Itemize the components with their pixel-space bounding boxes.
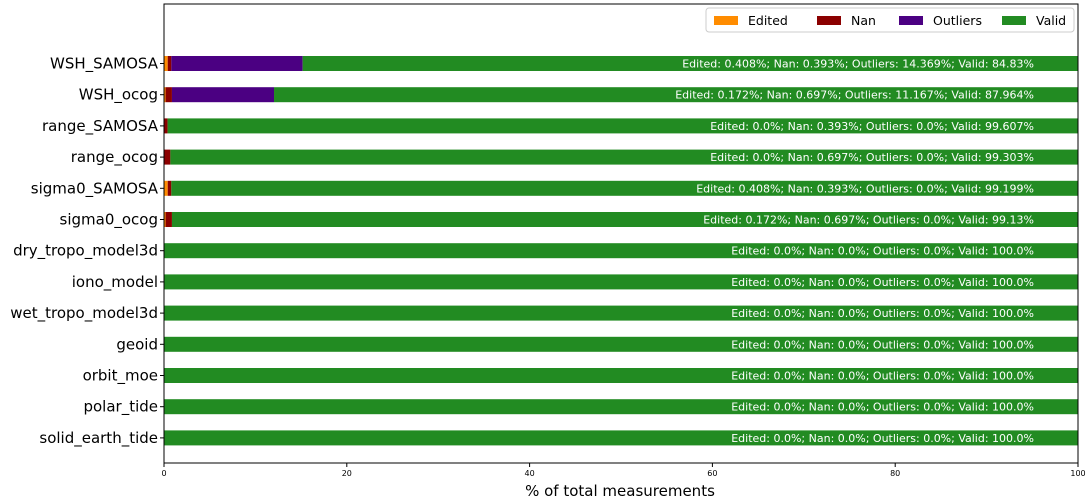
category-label-orbit-moe: orbit_moe bbox=[83, 367, 158, 386]
bar-valid-wet-tropo-model3d bbox=[164, 305, 1078, 321]
category-label-wsh-ocog: WSH_ocog bbox=[79, 86, 158, 105]
bar-label-sigma0-samosa: Edited: 0.408%; Nan: 0.393%; Outliers: 0… bbox=[696, 182, 1034, 195]
category-label-range-ocog: range_ocog bbox=[71, 148, 158, 167]
category-label-wsh-samosa: WSH_SAMOSA bbox=[50, 55, 159, 74]
category-label-solid-earth-tide: solid_earth_tide bbox=[39, 429, 158, 448]
bar-label-solid-earth-tide: Edited: 0.0%; Nan: 0.0%; Outliers: 0.0%;… bbox=[731, 432, 1034, 445]
bar-label-wsh-ocog: Edited: 0.172%; Nan: 0.697%; Outliers: 1… bbox=[675, 89, 1034, 102]
bar-label-wet-tropo-model3d: Edited: 0.0%; Nan: 0.0%; Outliers: 0.0%;… bbox=[731, 307, 1034, 320]
category-label-wet-tropo-model3d: wet_tropo_model3d bbox=[10, 304, 158, 323]
category-label-sigma0-samosa: sigma0_SAMOSA bbox=[31, 179, 159, 198]
x-tick-label-0: 0 bbox=[161, 469, 166, 478]
bar-valid-wsh-ocog bbox=[274, 87, 1078, 103]
bar-valid-wsh-samosa bbox=[302, 56, 1078, 71]
x-tick-label-20: 20 bbox=[342, 469, 352, 478]
bar-valid-dry-tropo-model3d bbox=[164, 243, 1078, 259]
legend-swatch-nan bbox=[817, 16, 841, 25]
legend-label-nan: Nan bbox=[851, 13, 876, 28]
bar-nan-sigma0-ocog bbox=[165, 212, 172, 227]
bar-valid-geoid bbox=[164, 336, 1078, 352]
legend: Edited Nan Outliers Valid bbox=[705, 7, 1075, 33]
bar-valid-sigma0-ocog bbox=[171, 212, 1078, 227]
bar-edited-wsh-ocog bbox=[164, 87, 166, 103]
bar-valid-sigma0-samosa bbox=[171, 180, 1078, 196]
legend-swatch-outliers bbox=[899, 16, 923, 25]
bars-layer bbox=[164, 56, 1078, 446]
bar-valid-orbit-moe bbox=[164, 368, 1078, 383]
bar-label-orbit-moe: Edited: 0.0%; Nan: 0.0%; Outliers: 0.0%;… bbox=[731, 370, 1034, 383]
legend-swatch-edited bbox=[714, 16, 738, 25]
category-label-range-samosa: range_SAMOSA bbox=[42, 117, 159, 136]
x-axis-label: % of total measurements bbox=[525, 482, 715, 500]
x-tick-label-80: 80 bbox=[890, 469, 900, 478]
bar-nan-sigma0-samosa bbox=[167, 180, 172, 196]
bar-nan-range-samosa bbox=[164, 118, 168, 134]
bar-label-range-ocog: Edited: 0.0%; Nan: 0.697%; Outliers: 0.0… bbox=[710, 151, 1034, 164]
bar-label-range-samosa: Edited: 0.0%; Nan: 0.393%; Outliers: 0.0… bbox=[710, 120, 1034, 133]
x-tick-label-40: 40 bbox=[525, 469, 535, 478]
bar-valid-range-samosa bbox=[167, 118, 1078, 134]
legend-box bbox=[705, 7, 1075, 33]
bar-valid-solid-earth-tide bbox=[164, 430, 1078, 446]
x-axis-ticks-layer: 0 20 40 60 80 100 bbox=[161, 463, 1086, 478]
bar-outliers-wsh-ocog bbox=[171, 87, 275, 103]
bar-label-iono-model: Edited: 0.0%; Nan: 0.0%; Outliers: 0.0%;… bbox=[731, 276, 1034, 289]
bar-nan-wsh-samosa bbox=[167, 56, 172, 71]
bar-outliers-wsh-samosa bbox=[171, 56, 303, 71]
legend-items: Edited Nan Outliers Valid bbox=[714, 13, 1066, 28]
category-label-polar-tide: polar_tide bbox=[83, 398, 158, 417]
plot-frame bbox=[163, 3, 1079, 464]
bar-labels-layer: Edited: 0.408%; Nan: 0.393%; Outliers: 1… bbox=[675, 58, 1034, 445]
bar-edited-wsh-samosa bbox=[164, 56, 168, 71]
legend-swatch-valid bbox=[1002, 16, 1026, 25]
bar-label-sigma0-ocog: Edited: 0.172%; Nan: 0.697%; Outliers: 0… bbox=[703, 214, 1034, 227]
legend-label-valid: Valid bbox=[1036, 13, 1066, 28]
category-labels-layer: WSH_SAMOSA WSH_ocog range_SAMOSA range_ocog… bbox=[10, 55, 164, 448]
category-label-dry-tropo-model3d: dry_tropo_model3d bbox=[13, 242, 158, 261]
bar-label-geoid: Edited: 0.0%; Nan: 0.0%; Outliers: 0.0%;… bbox=[731, 338, 1034, 351]
bar-valid-polar-tide bbox=[164, 399, 1078, 415]
bar-nan-range-ocog bbox=[164, 149, 171, 165]
legend-label-edited: Edited bbox=[748, 13, 788, 28]
bar-nan-wsh-ocog bbox=[165, 87, 172, 103]
bar-valid-range-ocog bbox=[170, 149, 1078, 165]
bar-label-polar-tide: Edited: 0.0%; Nan: 0.0%; Outliers: 0.0%;… bbox=[731, 401, 1034, 414]
category-label-geoid: geoid bbox=[116, 335, 158, 353]
legend-label-outliers: Outliers bbox=[933, 13, 982, 28]
bar-label-wsh-samosa: Edited: 0.408%; Nan: 0.393%; Outliers: 1… bbox=[682, 58, 1034, 71]
category-label-iono-model: iono_model bbox=[72, 273, 158, 292]
category-label-sigma0-ocog: sigma0_ocog bbox=[60, 211, 158, 230]
x-tick-label-60: 60 bbox=[707, 469, 717, 478]
x-tick-label-100: 100 bbox=[1070, 469, 1085, 478]
bar-label-dry-tropo-model3d: Edited: 0.0%; Nan: 0.0%; Outliers: 0.0%;… bbox=[731, 245, 1034, 258]
bar-valid-iono-model bbox=[164, 274, 1078, 290]
bar-edited-sigma0-samosa bbox=[164, 180, 168, 196]
bar-edited-sigma0-ocog bbox=[164, 212, 166, 227]
